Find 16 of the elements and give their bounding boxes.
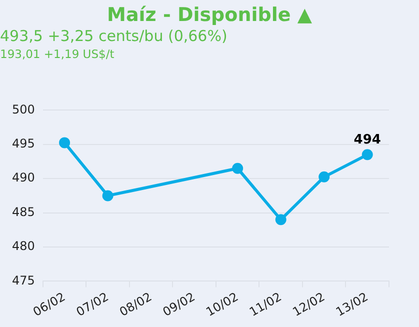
point [318, 171, 330, 182]
point [102, 190, 114, 202]
point [362, 149, 373, 160]
y-tick-label: 490 [12, 170, 35, 185]
y-tick-label: 475 [12, 273, 35, 288]
point [275, 214, 286, 226]
point [232, 162, 244, 174]
y-tick-label: 485 [12, 204, 35, 219]
y-tick-label: 500 [12, 102, 35, 116]
text: 193,01 +1,19 US$/t [0, 46, 116, 62]
y-tick-label: 480 [12, 239, 35, 254]
data-label: 494 [354, 132, 381, 148]
y-tick-label: 495 [12, 136, 35, 151]
chart-title: Maíz - Disponible ▲ [106, 4, 313, 26]
chart-subtitle: 493,5 +3,25 cents/bu (0,66%) [0, 26, 228, 46]
point [59, 137, 70, 148]
